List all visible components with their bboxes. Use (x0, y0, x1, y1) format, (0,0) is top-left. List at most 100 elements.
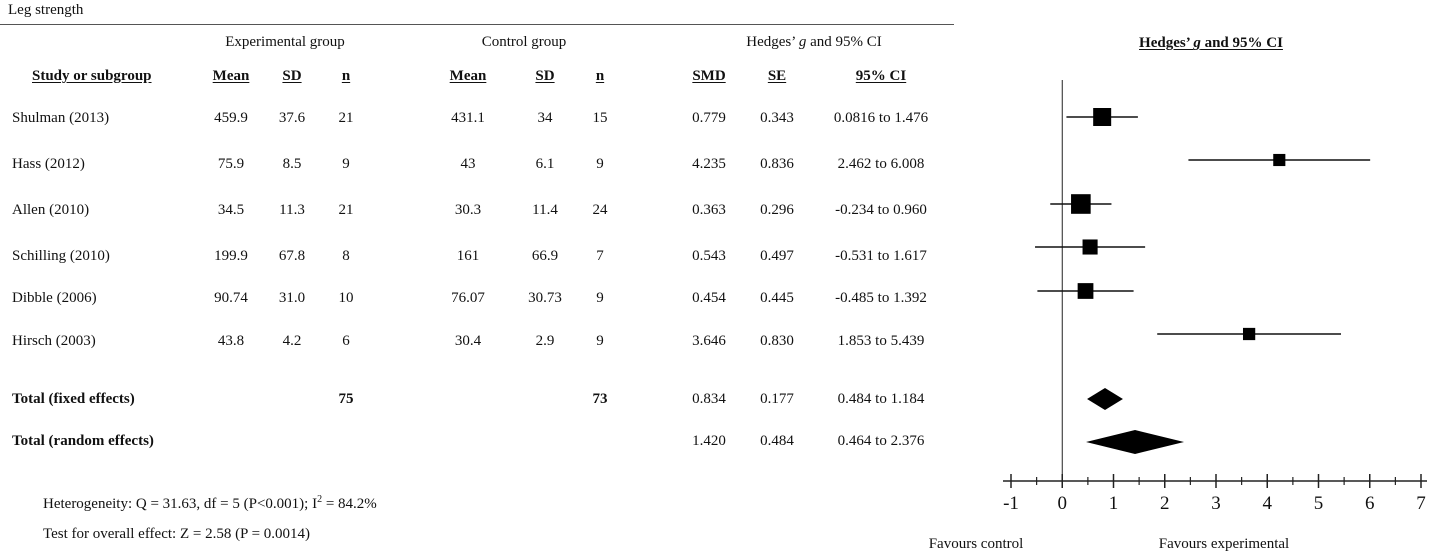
cell-ctl-sd: 6.1 (535, 156, 555, 172)
cell-ctl-sd: 11.4 (532, 202, 558, 218)
cell-exp-mean: 75.9 (217, 156, 245, 172)
cell-smd: 0.543 (692, 248, 726, 264)
x-tick-label: 6 (1365, 493, 1375, 514)
cell-ci: -0.485 to 1.392 (835, 290, 927, 306)
cell-ctl-mean: 76.07 (451, 290, 485, 306)
cell-exp-sd: 8.5 (282, 156, 302, 172)
total-cell-ctl-n: 73 (592, 391, 608, 407)
pooled-effect-diamond (1087, 388, 1123, 410)
cell-se: 0.497 (760, 248, 794, 264)
cell-exp-n: 21 (338, 202, 354, 218)
forest-plot-title: Hedges’ g and 95% CI (1139, 35, 1283, 51)
study-point-square (1093, 108, 1112, 126)
overall-effect-stat: Test for overall effect: Z = 2.58 (P = 0… (43, 526, 311, 542)
study-name: Allen (2010) (12, 202, 90, 218)
study-point-square (1082, 239, 1098, 255)
cell-ctl-sd: 34 (537, 110, 553, 126)
col-header-ctl-sd: SD (535, 68, 555, 84)
cell-se: 0.445 (760, 290, 794, 306)
cell-ctl-mean: 431.1 (451, 110, 485, 126)
total-label: Total (random effects) (12, 433, 154, 449)
study-point-square (1071, 194, 1091, 214)
col-header-study: Study or subgroup (32, 68, 152, 84)
cell-se: 0.830 (760, 333, 794, 349)
total-label: Total (fixed effects) (12, 391, 135, 407)
cell-exp-mean: 459.9 (214, 110, 248, 126)
x-tick-label: 2 (1160, 493, 1170, 514)
cell-smd: 0.454 (692, 290, 726, 306)
favours-experimental-label: Favours experimental (1158, 536, 1290, 552)
cell-smd: 4.235 (692, 156, 726, 172)
study-name: Hass (2012) (12, 156, 85, 172)
cell-exp-mean: 90.74 (214, 290, 248, 306)
col-header-ci: 95% CI (855, 68, 907, 84)
cell-exp-mean: 199.9 (214, 248, 248, 264)
cell-exp-n: 6 (342, 333, 350, 349)
cell-ctl-n: 15 (592, 110, 608, 126)
x-tick-label: 3 (1211, 493, 1221, 514)
cell-ctl-n: 9 (596, 290, 604, 306)
cell-ci: 2.462 to 6.008 (837, 156, 925, 172)
cell-ctl-mean: 161 (456, 248, 480, 264)
cell-ctl-sd: 30.73 (528, 290, 562, 306)
col-header-se: SE (767, 68, 787, 84)
cell-exp-n: 21 (338, 110, 354, 126)
x-tick-label: 7 (1416, 493, 1426, 514)
pooled-effect-diamond (1086, 430, 1185, 454)
x-tick-label: 1 (1109, 493, 1119, 514)
study-name: Hirsch (2003) (12, 333, 96, 349)
col-header-exp-mean: Mean (212, 68, 250, 84)
study-name: Dibble (2006) (12, 290, 97, 306)
study-point-square (1242, 327, 1256, 341)
cell-ctl-mean: 43 (460, 156, 476, 172)
cell-smd: 3.646 (692, 333, 726, 349)
cell-ci: 0.0816 to 1.476 (833, 110, 929, 126)
cell-exp-sd: 11.3 (279, 202, 305, 218)
cell-ctl-n: 7 (596, 248, 604, 264)
cell-se: 0.343 (760, 110, 794, 126)
table-top-rule (0, 24, 954, 25)
total-cell-ci: 0.464 to 2.376 (837, 433, 925, 449)
total-cell-smd: 1.420 (692, 433, 726, 449)
favours-control-label: Favours control (928, 536, 1024, 552)
cell-exp-sd: 37.6 (278, 110, 306, 126)
x-tick-label: 5 (1314, 493, 1324, 514)
cell-exp-sd: 31.0 (278, 290, 306, 306)
cell-ctl-n: 9 (596, 156, 604, 172)
col-header-exp-sd: SD (282, 68, 302, 84)
col-header-ctl-n: n (595, 68, 605, 84)
cell-ctl-mean: 30.4 (454, 333, 482, 349)
x-tick-label: 4 (1263, 493, 1273, 514)
cell-ctl-sd: 2.9 (535, 333, 555, 349)
cell-smd: 0.779 (692, 110, 726, 126)
cell-ctl-mean: 30.3 (454, 202, 482, 218)
col-header-ctl-mean: Mean (449, 68, 487, 84)
cell-ctl-sd: 66.9 (531, 248, 559, 264)
cell-exp-n: 10 (338, 290, 354, 306)
study-point-square (1273, 153, 1286, 167)
x-tick-label: 0 (1058, 493, 1068, 514)
table-title: Leg strength (8, 2, 84, 18)
cell-exp-sd: 67.8 (278, 248, 306, 264)
total-cell-smd: 0.834 (692, 391, 726, 407)
col-header-exp-n: n (341, 68, 351, 84)
cell-exp-sd: 4.2 (282, 333, 302, 349)
cell-se: 0.836 (760, 156, 794, 172)
total-cell-ci: 0.484 to 1.184 (837, 391, 925, 407)
cell-exp-n: 8 (342, 248, 350, 264)
x-tick-label: -1 (1003, 493, 1019, 514)
study-point-square (1077, 283, 1094, 299)
cell-ctl-n: 24 (592, 202, 608, 218)
cell-se: 0.296 (760, 202, 794, 218)
cell-ci: -0.234 to 0.960 (835, 202, 927, 218)
cell-ci: -0.531 to 1.617 (835, 248, 927, 264)
total-cell-exp-n: 75 (338, 391, 354, 407)
study-name: Shulman (2013) (12, 110, 110, 126)
cell-smd: 0.363 (692, 202, 726, 218)
cell-ci: 1.853 to 5.439 (837, 333, 925, 349)
cell-exp-mean: 34.5 (217, 202, 245, 218)
cell-exp-n: 9 (342, 156, 350, 172)
total-cell-se: 0.484 (760, 433, 794, 449)
experimental-group-header: Experimental group (225, 34, 345, 50)
